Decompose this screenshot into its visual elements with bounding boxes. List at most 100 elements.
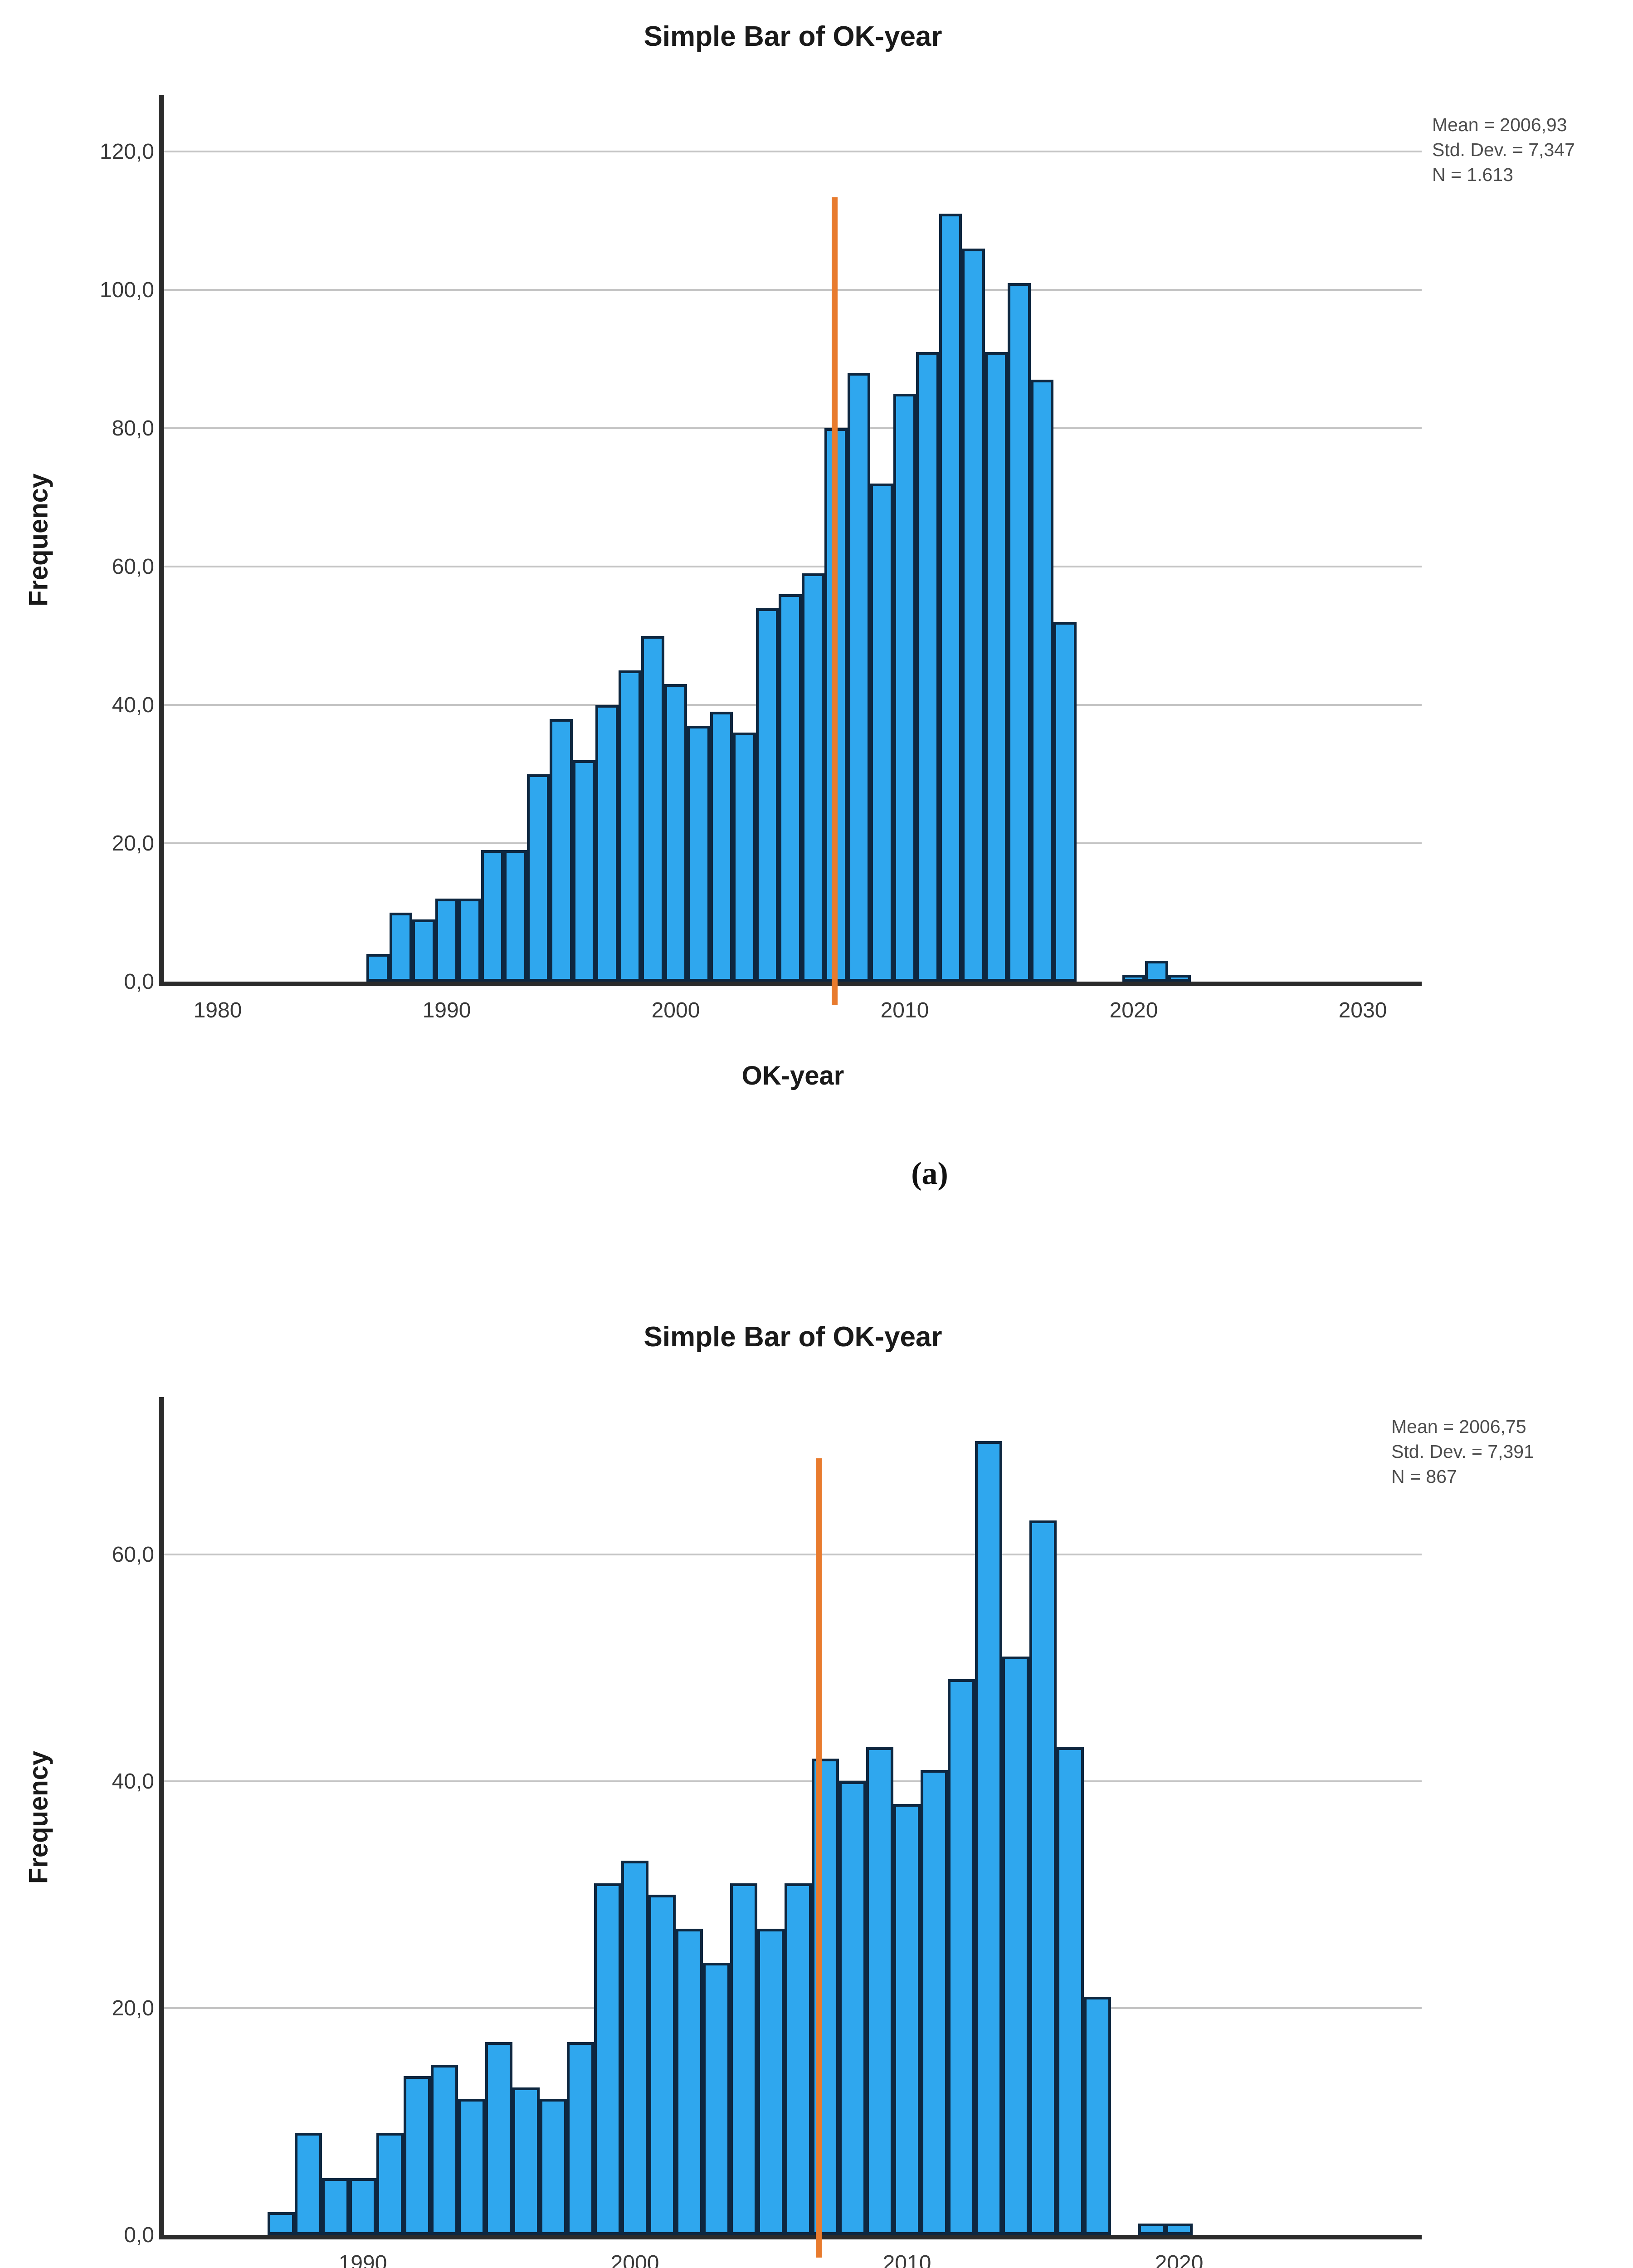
bar-2017 xyxy=(1053,622,1077,982)
x-tick-label-1990: 1990 xyxy=(422,998,471,1022)
bar-2001 xyxy=(648,1895,676,2235)
y-tick-label-120: 120,0 xyxy=(99,140,154,164)
bar-1998 xyxy=(567,2042,594,2235)
y-tick-label-100: 100,0 xyxy=(99,278,154,302)
chart-a-stat-n: N = 1.613 xyxy=(1432,164,1513,185)
chart-b-stat-stddev: Std. Dev. = 7,391 xyxy=(1391,1441,1534,1462)
chart-b-stat-mean: Mean = 2006,75 xyxy=(1391,1416,1526,1437)
y-axis-line xyxy=(159,1397,164,2239)
y-tick-label-0: 0,0 xyxy=(124,970,154,994)
bar-1991 xyxy=(458,899,481,982)
x-tick-label-2020: 2020 xyxy=(1109,998,1158,1022)
bar-1994 xyxy=(458,2099,485,2235)
x-tick-label-2010: 2010 xyxy=(880,998,929,1022)
bar-2010 xyxy=(893,1804,921,2235)
chart-b-title: Simple Bar of OK-year xyxy=(643,1321,942,1353)
bar-2002 xyxy=(676,1929,703,2235)
bar-2011 xyxy=(916,352,939,982)
bar-2010 xyxy=(893,393,916,982)
bar-1989 xyxy=(322,2178,349,2235)
x-tick-label-2000: 2000 xyxy=(651,998,700,1022)
y-axis-line xyxy=(159,95,164,986)
bar-1997 xyxy=(595,705,619,982)
bar-2012 xyxy=(948,1679,975,2235)
bar-1996 xyxy=(512,2087,540,2235)
bar-1990 xyxy=(435,899,458,982)
bar-2000 xyxy=(664,684,687,982)
chart-a-caption: (a) xyxy=(911,1156,948,1191)
bar-1995 xyxy=(485,2042,512,2235)
gridline-100 xyxy=(164,289,1422,291)
bar-2003 xyxy=(703,1963,730,2235)
bar-1999 xyxy=(594,1883,621,2235)
bar-2013 xyxy=(975,1441,1002,2235)
bar-2011 xyxy=(921,1770,948,2235)
x-tick-label-2030: 2030 xyxy=(1338,998,1387,1022)
bar-1987 xyxy=(268,2212,295,2235)
bar-2022 xyxy=(1168,974,1191,982)
bar-2008 xyxy=(839,1781,866,2235)
bar-1988 xyxy=(295,2133,322,2235)
x-tick-label-2020: 2020 xyxy=(1155,2251,1204,2268)
bar-1988 xyxy=(389,912,413,982)
bar-1999 xyxy=(641,635,664,982)
bar-1995 xyxy=(550,719,573,982)
bar-2009 xyxy=(866,1747,893,2235)
bar-2014 xyxy=(985,352,1008,982)
x-axis-line xyxy=(159,2235,1422,2239)
chart-a-stats: Mean = 2006,93 Std. Dev. = 7,347 N = 1.6… xyxy=(1432,112,1575,187)
bar-1989 xyxy=(412,919,435,982)
gridline-60 xyxy=(164,566,1422,567)
x-tick-label-2010: 2010 xyxy=(882,2251,931,2268)
bar-2000 xyxy=(621,1861,648,2235)
bar-1993 xyxy=(504,850,527,982)
bar-2005 xyxy=(779,594,802,982)
bar-2009 xyxy=(870,484,893,982)
gridline-40 xyxy=(164,1780,1422,1782)
y-tick-label-40: 40,0 xyxy=(112,1769,154,1794)
bar-2020 xyxy=(1165,2224,1193,2235)
x-tick-label-1980: 1980 xyxy=(193,998,242,1022)
gridline-120 xyxy=(164,151,1422,152)
bar-1997 xyxy=(540,2099,567,2235)
bar-1992 xyxy=(404,2076,431,2235)
bar-2001 xyxy=(687,725,710,982)
bar-2015 xyxy=(1008,283,1031,982)
bar-1994 xyxy=(526,774,550,982)
bar-2016 xyxy=(1057,1747,1084,2235)
chart-a-stat-mean: Mean = 2006,93 xyxy=(1432,114,1567,135)
x-tick-label-2000: 2000 xyxy=(610,2251,659,2268)
chart-a-x-axis-title: OK-year xyxy=(741,1061,844,1090)
bar-2006 xyxy=(785,1883,812,2235)
chart-a-stat-stddev: Std. Dev. = 7,347 xyxy=(1432,139,1575,160)
y-tick-label-20: 20,0 xyxy=(112,1996,154,2020)
bar-2021 xyxy=(1145,961,1168,982)
y-tick-label-60: 60,0 xyxy=(112,1543,154,1567)
bar-1987 xyxy=(366,954,390,982)
x-axis-line xyxy=(159,982,1422,986)
bar-1990 xyxy=(349,2178,376,2235)
bar-2014 xyxy=(1002,1657,1029,2235)
bar-2003 xyxy=(733,733,756,982)
bar-2008 xyxy=(847,373,871,982)
y-tick-label-0: 0,0 xyxy=(124,2223,154,2247)
chart-b-stats: Mean = 2006,75 Std. Dev. = 7,391 N = 867 xyxy=(1391,1414,1534,1489)
bar-2016 xyxy=(1030,380,1054,982)
bar-2017 xyxy=(1084,1997,1111,2235)
y-tick-label-40: 40,0 xyxy=(112,693,154,717)
gridline-60 xyxy=(164,1554,1422,1555)
y-tick-label-60: 60,0 xyxy=(112,555,154,579)
y-tick-label-20: 20,0 xyxy=(112,831,154,855)
mean-line xyxy=(831,197,838,1005)
bar-2015 xyxy=(1029,1520,1057,2235)
x-tick-label-1990: 1990 xyxy=(338,2251,387,2268)
y-tick-label-80: 80,0 xyxy=(112,416,154,440)
bar-2004 xyxy=(756,608,779,982)
bar-2012 xyxy=(939,214,962,982)
bar-1993 xyxy=(431,2065,458,2235)
bar-2013 xyxy=(962,248,985,982)
bar-2020 xyxy=(1122,974,1146,982)
chart-a-title: Simple Bar of OK-year xyxy=(643,21,942,52)
